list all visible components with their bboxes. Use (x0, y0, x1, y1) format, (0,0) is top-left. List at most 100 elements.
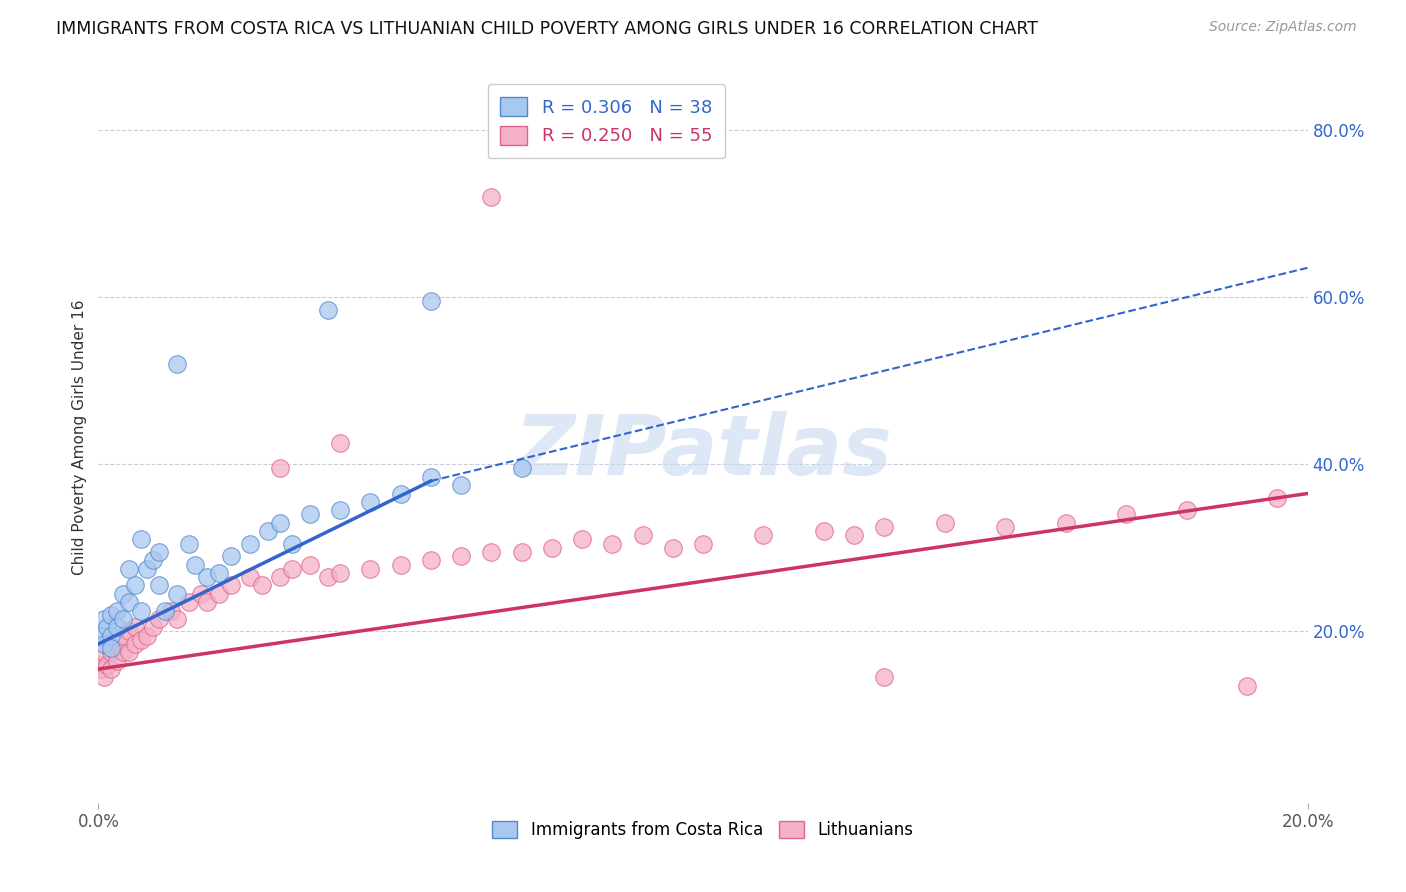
Point (105, 654, 128, 668)
Point (299, 508, 322, 522)
Point (179, 536, 201, 550)
Point (329, 503, 352, 517)
Point (129, 632, 152, 647)
Point (135, 562, 157, 576)
Point (389, 558, 412, 572)
Point (118, 595, 141, 609)
Point (316, 570, 339, 584)
Point (692, 536, 714, 550)
Point (661, 541, 683, 555)
Point (420, 553, 443, 567)
Point (166, 357, 188, 371)
Point (250, 578, 273, 592)
Point (752, 528, 775, 542)
Point (510, 461, 533, 475)
Point (129, 533, 152, 547)
Point (450, 478, 472, 492)
Point (111, 645, 134, 659)
Point (153, 603, 176, 617)
Point (450, 549, 472, 564)
Point (148, 612, 170, 626)
Point (389, 486, 412, 500)
Point (195, 595, 218, 609)
Point (111, 612, 134, 626)
Point (329, 566, 352, 580)
Point (124, 578, 146, 592)
Point (540, 541, 562, 555)
Point (1054, 516, 1077, 530)
Point (602, 536, 624, 550)
Point (160, 603, 183, 617)
Point (179, 595, 201, 609)
Point (118, 562, 141, 576)
Point (93, 612, 115, 626)
Point (93, 645, 115, 659)
Point (118, 624, 141, 639)
Point (100, 645, 122, 659)
Text: ZIPatlas: ZIPatlas (515, 411, 891, 492)
Point (1115, 508, 1137, 522)
Point (281, 562, 304, 576)
Point (148, 578, 170, 592)
Point (269, 570, 291, 584)
Point (124, 620, 146, 634)
Point (142, 620, 165, 634)
Point (148, 545, 170, 559)
Point (420, 470, 443, 484)
Point (105, 603, 128, 617)
Point (111, 587, 134, 601)
Point (510, 545, 533, 559)
Point (360, 562, 382, 576)
Point (96, 657, 118, 672)
Point (184, 558, 207, 572)
Point (221, 578, 243, 592)
Point (100, 607, 122, 622)
Point (100, 641, 122, 656)
Point (166, 612, 188, 626)
Point (89, 657, 111, 672)
Point (631, 528, 654, 542)
Point (111, 629, 134, 643)
Point (118, 645, 141, 659)
Point (420, 294, 443, 309)
Point (281, 536, 304, 550)
Text: Source: ZipAtlas.com: Source: ZipAtlas.com (1209, 20, 1357, 34)
Point (100, 629, 122, 643)
Y-axis label: Child Poverty Among Girls Under 16: Child Poverty Among Girls Under 16 (72, 300, 87, 574)
Point (208, 587, 231, 601)
Point (105, 637, 128, 651)
Point (93, 637, 115, 651)
Point (994, 520, 1017, 534)
Point (1236, 679, 1258, 693)
Point (96, 620, 118, 634)
Point (873, 670, 896, 684)
Point (934, 516, 956, 530)
Point (239, 570, 262, 584)
Point (299, 558, 322, 572)
Point (571, 533, 593, 547)
Point (105, 620, 128, 634)
Point (316, 302, 339, 317)
Point (221, 549, 243, 564)
Point (1175, 503, 1198, 517)
Point (90, 629, 112, 643)
Point (124, 637, 146, 651)
Point (195, 570, 218, 584)
Point (142, 553, 165, 567)
Point (239, 536, 262, 550)
Point (813, 524, 835, 538)
Point (269, 516, 291, 530)
Point (129, 603, 152, 617)
Point (844, 528, 866, 542)
Point (90, 662, 112, 676)
Point (481, 545, 503, 559)
Point (329, 436, 352, 450)
Point (256, 524, 278, 538)
Point (190, 587, 212, 601)
Point (873, 520, 896, 534)
Point (360, 495, 382, 509)
Point (93, 670, 115, 684)
Legend: Immigrants from Costa Rica, Lithuanians: Immigrants from Costa Rica, Lithuanians (485, 814, 921, 846)
Point (135, 629, 157, 643)
Point (100, 662, 122, 676)
